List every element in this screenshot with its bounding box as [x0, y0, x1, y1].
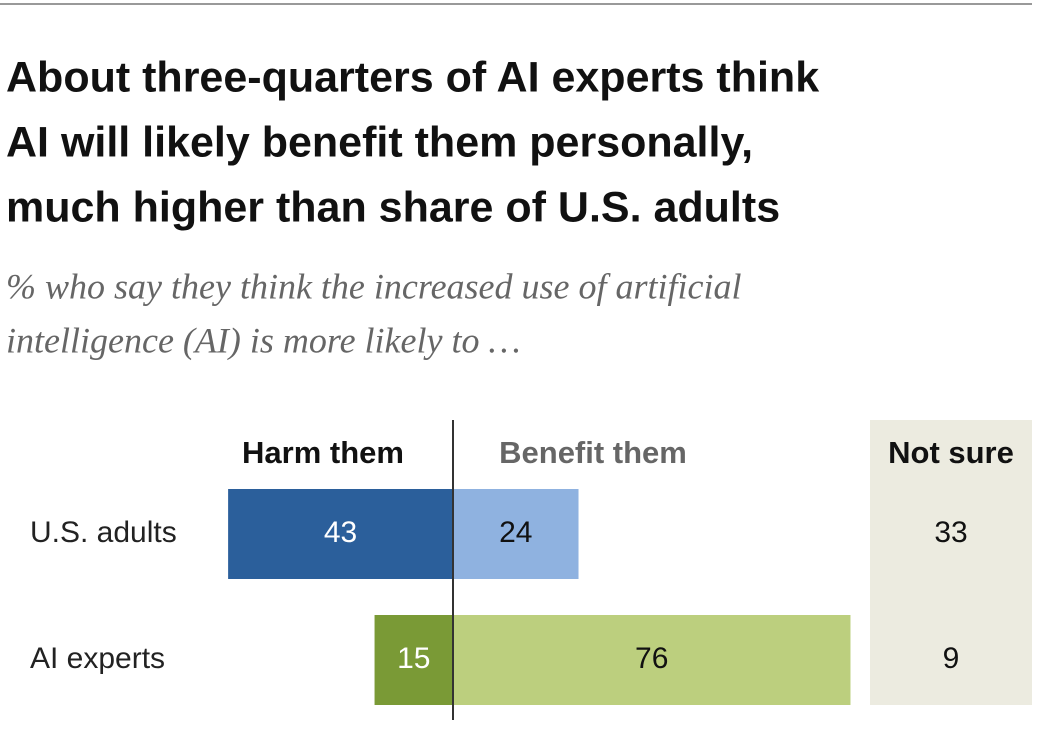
not-sure-panel: [870, 420, 1032, 705]
data-label: 33: [934, 516, 967, 549]
chart-title: About three-quarters of AI experts think: [6, 53, 819, 101]
bar: [374, 615, 453, 705]
data-label: 15: [397, 642, 430, 675]
chart-title: AI will likely benefit them personally,: [6, 118, 753, 166]
titles: About three-quarters of AI experts think…: [6, 53, 819, 360]
data-label: 76: [635, 642, 668, 675]
plot: Harm them Benefit them Not sure U.S. adults…: [30, 420, 1014, 720]
legend-label: Benefit them: [499, 435, 687, 470]
data-label: 24: [499, 516, 532, 549]
bar: [453, 615, 851, 705]
category-label: U.S. adults: [30, 516, 177, 549]
data-label: 9: [943, 642, 960, 675]
chart-subtitle: % who say they think the increased use o…: [6, 266, 742, 306]
legend-label: Not sure: [888, 435, 1014, 470]
chart-title: much higher than share of U.S. adults: [6, 183, 780, 231]
bar: [453, 489, 579, 579]
legend-label: Harm them: [242, 435, 404, 470]
category-label: AI experts: [30, 642, 165, 675]
chart-subtitle: intelligence (AI) is more likely to …: [6, 320, 521, 360]
bar: [228, 489, 453, 579]
data-label: 43: [324, 516, 357, 549]
